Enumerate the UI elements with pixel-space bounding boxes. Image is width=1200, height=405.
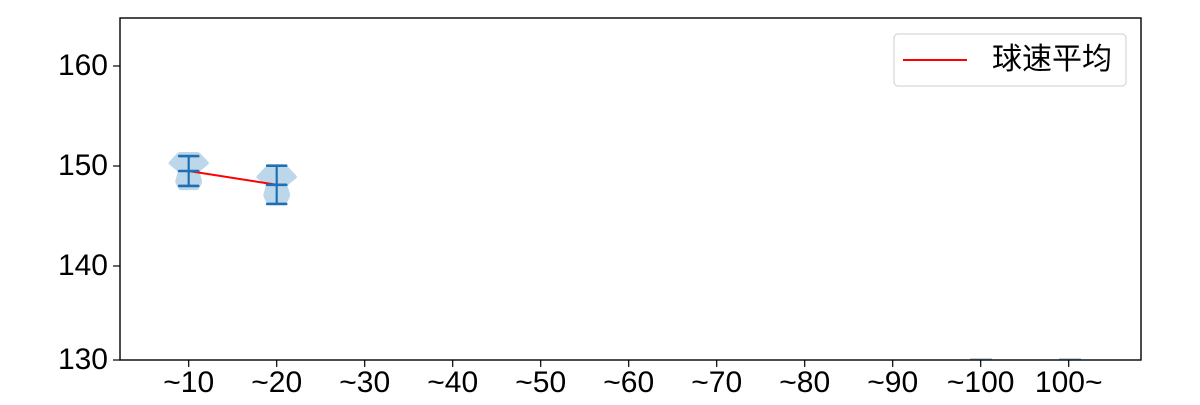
svg-text:160: 160 [58,49,108,82]
svg-text:~20: ~20 [251,366,302,399]
svg-text:~100: ~100 [947,366,1015,399]
svg-text:~10: ~10 [163,366,214,399]
svg-text:140: 140 [58,249,108,282]
svg-text:150: 150 [58,149,108,182]
svg-text:~80: ~80 [779,366,830,399]
svg-text:~90: ~90 [867,366,918,399]
svg-text:100~: 100~ [1035,366,1103,399]
svg-text:~30: ~30 [339,366,390,399]
svg-text:球速平均: 球速平均 [992,43,1112,76]
svg-text:~40: ~40 [427,366,478,399]
svg-text:~60: ~60 [603,366,654,399]
svg-text:~70: ~70 [691,366,742,399]
svg-text:130: 130 [58,343,108,376]
svg-text:~50: ~50 [515,366,566,399]
